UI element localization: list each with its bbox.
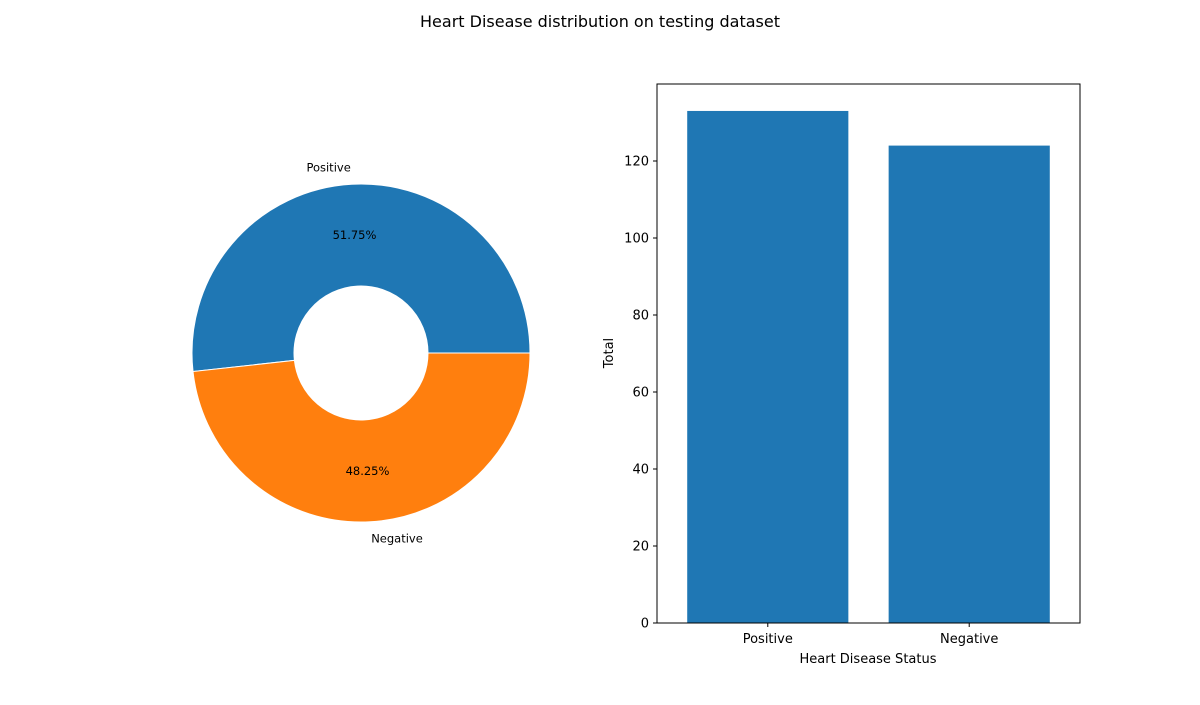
donut-category-label: Positive	[306, 160, 350, 174]
x-tick-label: Negative	[940, 632, 998, 647]
y-axis-label: Total	[602, 338, 617, 369]
x-axis-ticks: Positive Negative	[743, 623, 998, 647]
y-tick-label: 0	[641, 617, 649, 632]
donut-percent-label: 48.25%	[346, 464, 390, 478]
figure-suptitle: Heart Disease distribution on testing da…	[420, 12, 780, 31]
donut-category-label: Negative	[371, 532, 423, 546]
x-axis-label: Heart Disease Status	[799, 652, 936, 667]
y-tick-label: 80	[632, 309, 649, 324]
y-tick-label: 20	[632, 540, 649, 555]
y-tick-label: 60	[632, 386, 649, 401]
y-tick-label: 100	[624, 232, 649, 247]
donut-slice-negative	[192, 352, 531, 523]
plot-frame	[656, 83, 1081, 624]
y-tick-label: 120	[624, 155, 649, 170]
donut-percent-label: 51.75%	[333, 228, 377, 242]
bar-series	[687, 110, 1050, 623]
y-tick-label: 40	[632, 463, 649, 478]
x-tick-label: Positive	[743, 632, 793, 647]
bar-chart: 0 20 40 60 80 100 120 Positive Negative Heart D…	[602, 83, 1081, 667]
bar-positive	[687, 110, 849, 623]
bar-negative	[888, 145, 1050, 623]
donut-chart: Positive 51.75% Negative 48.25%	[191, 160, 531, 546]
donut-slice-positive	[191, 183, 531, 373]
y-axis-ticks: 0 20 40 60 80 100 120	[624, 155, 657, 632]
